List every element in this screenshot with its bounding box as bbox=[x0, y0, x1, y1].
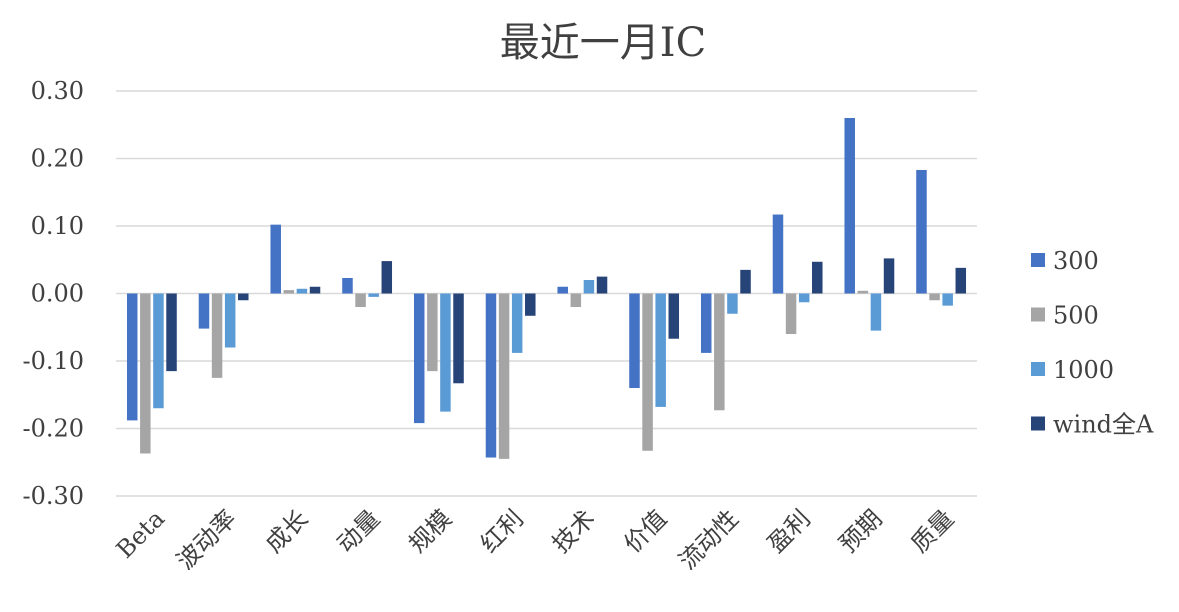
chart-title: 最近一月IC bbox=[500, 20, 706, 66]
x-category-label: 成长 bbox=[260, 504, 314, 558]
y-tick-label: 0.10 bbox=[31, 212, 84, 240]
bar-500-预期 bbox=[857, 290, 869, 294]
bar-wind全A-预期 bbox=[883, 258, 895, 294]
bar-300-规模 bbox=[413, 293, 425, 424]
bar-wind全A-规模 bbox=[453, 293, 464, 384]
bar-500-成长 bbox=[283, 290, 295, 294]
bar-1000-规模 bbox=[440, 293, 451, 412]
bar-300-成长 bbox=[270, 224, 281, 294]
bar-300-质量 bbox=[916, 169, 927, 294]
legend-label: 500 bbox=[1053, 302, 1099, 330]
bar-wind全A-波动率 bbox=[238, 293, 249, 301]
bar-wind全A-质量 bbox=[955, 267, 967, 294]
legend-swatch-500 bbox=[1031, 307, 1045, 322]
bar-300-流动性 bbox=[700, 293, 712, 353]
x-category-label: 红利 bbox=[475, 504, 529, 558]
y-axis-tick-labels: 0.30 0.20 0.10 0.00 -0.10 -0.20 -0.30 bbox=[22, 77, 84, 510]
y-tick-label: -0.20 bbox=[22, 415, 84, 443]
bar-300-预期 bbox=[844, 118, 855, 294]
x-category-label: 规模 bbox=[403, 504, 457, 558]
gridlines bbox=[116, 90, 977, 497]
bar-1000-Beta bbox=[153, 293, 164, 409]
bar-500-流动性 bbox=[714, 293, 725, 411]
bar-500-规模 bbox=[427, 293, 438, 372]
x-category-label: 预期 bbox=[834, 504, 888, 558]
x-category-label: Beta bbox=[111, 504, 170, 563]
legend-swatch-1000 bbox=[1031, 362, 1045, 376]
x-category-label: 技术 bbox=[547, 504, 601, 558]
y-tick-label: 0.20 bbox=[31, 145, 84, 173]
bar-300-盈利 bbox=[772, 214, 784, 294]
y-tick-label: -0.30 bbox=[22, 482, 84, 510]
bar-1000-技术 bbox=[583, 280, 595, 294]
x-category-label: 流动性 bbox=[673, 504, 744, 575]
bar-300-动量 bbox=[342, 277, 353, 294]
bar-1000-动量 bbox=[368, 293, 379, 297]
x-category-label: 价值 bbox=[619, 504, 673, 558]
y-tick-label: 0.30 bbox=[31, 77, 84, 105]
bar-wind全A-动量 bbox=[381, 261, 393, 294]
bar-300-波动率 bbox=[198, 293, 210, 329]
bars bbox=[126, 118, 967, 459]
x-axis-category-labels: Beta 波动率 成长 动量 规模 红利 技术 价值 流动性 盈利 预期 质量 bbox=[111, 504, 960, 575]
bar-1000-红利 bbox=[511, 293, 523, 353]
legend-label: 300 bbox=[1053, 247, 1099, 275]
bar-500-技术 bbox=[570, 293, 582, 307]
bar-wind全A-红利 bbox=[525, 293, 536, 316]
bar-wind全A-盈利 bbox=[812, 261, 823, 294]
bar-wind全A-流动性 bbox=[740, 269, 751, 294]
x-category-label: 盈利 bbox=[762, 504, 816, 558]
y-tick-label: -0.10 bbox=[22, 347, 84, 375]
legend-swatch-wind全A bbox=[1031, 416, 1045, 431]
x-category-label: 波动率 bbox=[171, 504, 242, 575]
bar-wind全A-成长 bbox=[309, 286, 321, 294]
bar-300-技术 bbox=[557, 286, 568, 294]
legend-label: wind全A bbox=[1053, 411, 1154, 439]
bar-500-动量 bbox=[355, 293, 366, 307]
bar-500-价值 bbox=[642, 293, 653, 451]
x-category-label: 动量 bbox=[332, 504, 386, 558]
legend-label: 1000 bbox=[1053, 356, 1114, 384]
bar-1000-成长 bbox=[296, 288, 308, 294]
bar-1000-预期 bbox=[870, 293, 882, 331]
bar-500-Beta bbox=[140, 293, 151, 454]
bar-300-Beta bbox=[126, 293, 138, 421]
y-tick-label: 0.00 bbox=[31, 280, 84, 308]
bar-300-红利 bbox=[485, 293, 497, 458]
bar-wind全A-技术 bbox=[596, 276, 608, 294]
bar-wind全A-Beta bbox=[166, 293, 177, 372]
bar-1000-流动性 bbox=[727, 293, 738, 314]
bar-wind全A-价值 bbox=[668, 293, 680, 339]
bar-500-盈利 bbox=[785, 293, 797, 334]
x-category-label: 质量 bbox=[906, 504, 960, 558]
bar-1000-价值 bbox=[655, 293, 666, 407]
bar-1000-波动率 bbox=[224, 293, 236, 348]
bar-500-红利 bbox=[498, 293, 510, 459]
bar-1000-质量 bbox=[942, 293, 953, 306]
bar-500-质量 bbox=[929, 293, 940, 301]
legend-swatch-300 bbox=[1031, 253, 1045, 267]
bar-500-波动率 bbox=[211, 293, 223, 378]
bar-1000-盈利 bbox=[798, 293, 810, 303]
bar-300-价值 bbox=[629, 293, 640, 388]
legend: 300 500 1000 wind全A bbox=[1031, 247, 1154, 439]
